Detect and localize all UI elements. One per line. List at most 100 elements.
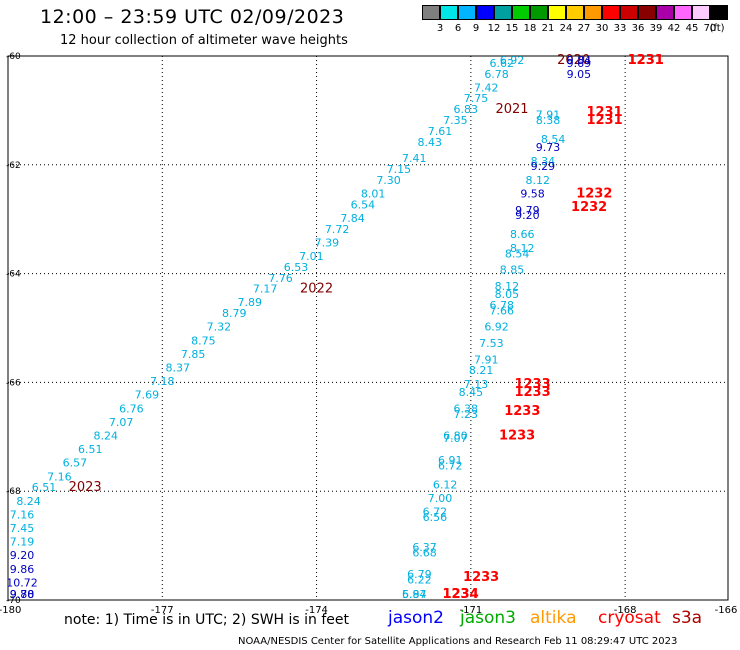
legend-swatch <box>638 5 656 20</box>
wave-height-value: 9.69 <box>567 57 592 70</box>
wave-height-value: 6.62 <box>489 57 514 70</box>
legend-swatch <box>422 5 440 20</box>
page-title: 12:00 – 23:59 UTC 02/09/2023 <box>40 6 345 28</box>
wave-height-value: 6.51 <box>78 443 103 456</box>
wave-height-value: 6.56 <box>423 511 448 524</box>
wave-height-value: 7.42 <box>474 81 499 94</box>
legend-label: 24 <box>559 23 573 34</box>
wave-height-value: 9.70 <box>10 588 35 601</box>
wave-height-value: 7.16 <box>10 508 35 521</box>
wave-height-value: 6.80 <box>443 430 468 443</box>
map-frame <box>7 55 729 601</box>
wave-height-value: 7.72 <box>325 223 350 236</box>
wave-height-value: 8.66 <box>510 228 535 241</box>
legend-swatch <box>530 5 548 20</box>
time-label: 1232 <box>571 200 607 215</box>
wave-height-value: 6.76 <box>119 402 144 415</box>
year-label: 2020 <box>557 53 590 68</box>
year-label: 2021 <box>495 102 528 117</box>
legend-label: 6 <box>454 23 462 34</box>
wave-height-value: 6.92 <box>484 321 509 334</box>
wave-height-value: 8.45 <box>459 386 484 399</box>
legend-swatch <box>566 5 584 20</box>
wave-height-value: 9.05 <box>567 68 592 81</box>
wave-height-value: 9.58 <box>520 187 545 200</box>
wave-height-value: 6.78 <box>489 299 514 312</box>
lon-tick-label: -177 <box>151 605 174 616</box>
wave-height-value: 9.86 <box>10 563 35 576</box>
wave-height-value: 9.20 <box>10 549 35 562</box>
lat-tick-label: -60 <box>6 52 21 62</box>
legend-swatch <box>710 5 728 20</box>
footnote: note: 1) Time is in UTC; 2) SWH is in fe… <box>64 612 350 628</box>
wave-height-value: 6.68 <box>412 546 437 559</box>
legend-label: 70 <box>703 23 717 34</box>
wave-height-value: 7.39 <box>315 236 340 249</box>
legend-swatch <box>656 5 674 20</box>
legend-swatch <box>512 5 530 20</box>
lat-tick-label: -68 <box>6 487 21 497</box>
wave-height-value: 7.53 <box>479 337 504 350</box>
wave-height-value: 6.12 <box>433 478 458 491</box>
legend-label: 9 <box>472 23 480 34</box>
lon-tick-label: -180 <box>0 605 21 616</box>
wave-height-value: 8.12 <box>495 280 520 293</box>
time-label: 1234 <box>442 587 478 602</box>
wave-height-value: 8.43 <box>417 136 442 149</box>
wave-height-value: 6.87 <box>402 588 427 601</box>
wave-height-value: 8.79 <box>222 307 247 320</box>
wave-height-value: 7.41 <box>402 152 427 165</box>
wave-height-value: 6.78 <box>484 68 509 81</box>
wave-height-value: 8.01 <box>361 187 386 200</box>
legend-label: 15 <box>505 23 519 34</box>
wave-height-value: 7.69 <box>135 389 160 402</box>
legend-swatch <box>620 5 638 20</box>
wave-height-value: 8.75 <box>191 334 216 347</box>
wave-height-value: 7.89 <box>237 296 262 309</box>
satellite-name-cryosat: cryosat <box>598 608 661 628</box>
legend-label: 36 <box>631 23 645 34</box>
time-label: 1234 <box>442 587 478 602</box>
wave-height-value: 7.15 <box>387 163 412 176</box>
legend-label: 45 <box>685 23 699 34</box>
wave-height-value: 8.21 <box>469 364 494 377</box>
wave-height-value: 7.76 <box>268 272 293 285</box>
wave-height-value: 7.01 <box>299 250 324 263</box>
wave-height-value: 8.85 <box>500 264 525 277</box>
legend-label: 39 <box>649 23 663 34</box>
lon-tick-label: -174 <box>305 605 328 616</box>
wave-height-value: 8.54 <box>541 133 566 146</box>
legend-swatch <box>458 5 476 20</box>
footer-credit: NOAA/NESDIS Center for Satellite Applica… <box>238 636 678 647</box>
wave-height-value: 7.07 <box>443 432 468 445</box>
wave-height-value: 7.45 <box>10 522 35 535</box>
wave-height-value: 6.92 <box>500 54 525 67</box>
wave-height-value: 8.12 <box>525 174 550 187</box>
legend-label: 27 <box>577 23 591 34</box>
time-label: 1233 <box>499 429 535 444</box>
wave-height-value: 7.66 <box>489 304 514 317</box>
time-label: 1233 <box>504 404 540 419</box>
wave-height-value: 7.61 <box>428 125 453 138</box>
wave-height-value: 8.24 <box>93 430 118 443</box>
time-label: 1231 <box>628 53 664 68</box>
wave-height-value: 9.20 <box>515 209 540 222</box>
wave-height-value: 7.07 <box>109 416 134 429</box>
wave-height-value: 7.19 <box>10 536 35 549</box>
wave-height-value: 7.18 <box>150 375 175 388</box>
legend-label: 12 <box>487 23 501 34</box>
wave-height-value: 7.91 <box>536 109 561 122</box>
wave-height-value: 7.00 <box>428 492 453 505</box>
time-label: 1232 <box>576 186 612 201</box>
wave-height-value: 6.72 <box>438 459 463 472</box>
satellite-name-jason3: jason3 <box>460 608 516 628</box>
legend-label: 42 <box>667 23 681 34</box>
lat-tick-label: -62 <box>6 161 21 171</box>
wave-height-value: 6.91 <box>438 454 463 467</box>
wave-height-value: 7.85 <box>181 348 206 361</box>
wave-height-value: 7.84 <box>340 212 365 225</box>
wave-height-value: 7.13 <box>464 378 489 391</box>
time-label: 1233 <box>514 385 550 400</box>
wave-height-value: 9.79 <box>515 204 540 217</box>
